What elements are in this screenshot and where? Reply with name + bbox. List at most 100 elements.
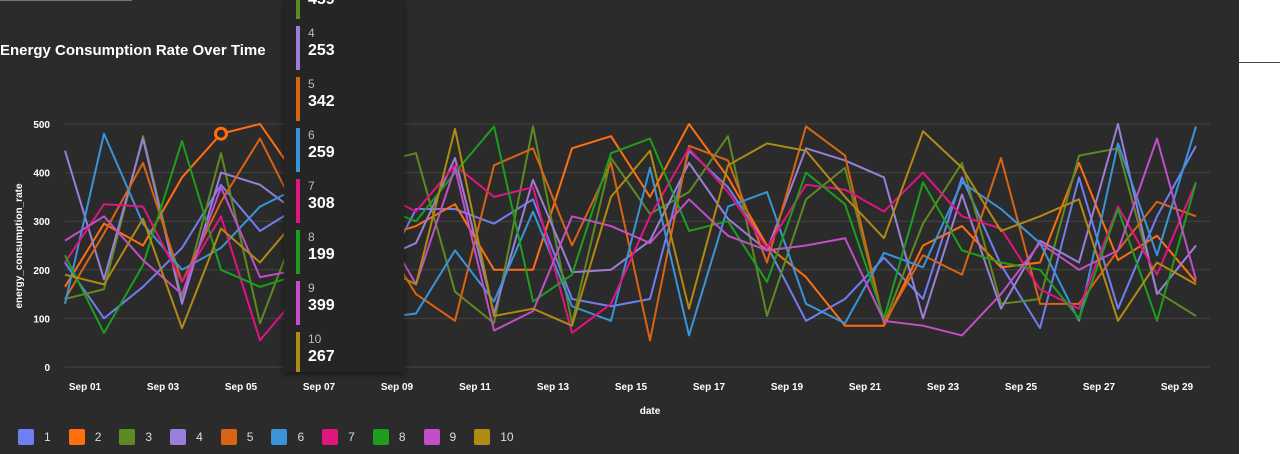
- series-line-8: [64, 125, 1197, 334]
- x-tick-label: Sep 01: [69, 382, 102, 393]
- legend-label: 3: [145, 430, 153, 444]
- series-line-1: [64, 145, 1197, 330]
- legend-item-10[interactable]: 10: [474, 429, 514, 445]
- legend-label: 2: [94, 430, 102, 444]
- x-tick-label: Sep 23: [927, 382, 960, 393]
- legend-swatch: [271, 429, 288, 445]
- tooltip-series-value: 459: [308, 0, 335, 9]
- legend-item-8[interactable]: 8: [372, 429, 406, 445]
- series-line-2: [64, 123, 1197, 327]
- tooltip-item-9: 9 399: [296, 281, 396, 325]
- tooltip-color-bar: [296, 230, 300, 274]
- hover-tooltip: 345942535342625973088199939910267: [284, 0, 404, 372]
- x-tick-label: Sep 11: [459, 382, 491, 393]
- tooltip-series-label: 5: [308, 77, 315, 91]
- legend-label: 8: [398, 430, 406, 444]
- top-divider: [0, 0, 132, 1]
- tooltip-item-8: 8 199: [296, 230, 396, 274]
- tooltip-color-bar: [296, 77, 300, 121]
- legend-swatch: [474, 429, 491, 445]
- tooltip-series-value: 259: [308, 144, 335, 161]
- y-axis-label: energy_consumption_rate: [14, 183, 25, 308]
- tooltip-color-bar: [296, 332, 300, 372]
- legend-item-4[interactable]: 4: [170, 429, 203, 445]
- legend-swatch: [119, 429, 136, 445]
- legend-label: 7: [348, 430, 355, 444]
- legend-item-9[interactable]: 9: [423, 429, 457, 445]
- x-tick-label: Sep 25: [1005, 382, 1038, 393]
- tooltip-series-label: 6: [308, 128, 315, 142]
- series-line-9: [64, 137, 1197, 337]
- legend-label: 9: [449, 430, 457, 444]
- y-tick-label: 0: [44, 363, 50, 374]
- x-tick-label: Sep 19: [771, 382, 804, 393]
- series-line-10: [64, 127, 1197, 330]
- legend-swatch: [423, 429, 440, 445]
- highlight-point-marker: [214, 126, 228, 141]
- tooltip-series-value: 308: [308, 195, 335, 212]
- chart-legend: 1 2 3 4 5 6 7 8 9 10: [18, 429, 532, 445]
- tooltip-series-value: 253: [308, 42, 335, 59]
- legend-label: 1: [44, 430, 51, 444]
- x-tick-label: Sep 21: [849, 382, 882, 393]
- legend-swatch: [18, 429, 34, 445]
- series-line-6: [64, 126, 1197, 337]
- legend-label: 4: [196, 430, 203, 444]
- tooltip-series-value: 199: [308, 246, 335, 263]
- series-line-5: [64, 125, 1197, 342]
- tooltip-series-value: 399: [308, 297, 335, 314]
- x-tick-label: Sep 07: [303, 382, 336, 393]
- tooltip-series-label: 7: [308, 179, 315, 193]
- legend-swatch: [220, 429, 237, 445]
- legend-label: 5: [246, 430, 254, 444]
- y-tick-label: 400: [33, 169, 50, 180]
- x-tick-label: Sep 29: [1161, 382, 1194, 393]
- x-tick-label: Sep 17: [693, 382, 726, 393]
- y-tick-label: 500: [33, 120, 50, 131]
- x-tick-label: Sep 13: [537, 382, 570, 393]
- tooltip-item-5: 5 342: [296, 77, 396, 121]
- series-line-7: [64, 147, 1197, 342]
- x-tick-label: Sep 15: [615, 382, 648, 393]
- y-tick-label: 100: [33, 314, 50, 325]
- tooltip-series-label: 4: [308, 26, 315, 40]
- tooltip-color-bar: [296, 0, 300, 19]
- tooltip-series-label: 9: [308, 281, 315, 295]
- x-tick-label: Sep 09: [381, 382, 414, 393]
- tooltip-series-value: 267: [308, 348, 335, 365]
- y-tick-label: 200: [33, 266, 50, 277]
- legend-item-6[interactable]: 6: [271, 429, 304, 445]
- line-chart[interactable]: 0 100 200 300 400 500 Sep 01 Sep 03 Sep 05 Sep 07…: [0, 0, 1239, 420]
- legend-swatch: [170, 429, 187, 445]
- tooltip-color-bar: [296, 128, 300, 172]
- legend-item-2[interactable]: 2: [68, 429, 102, 445]
- y-tick-label: 300: [33, 217, 50, 228]
- tooltip-item-7: 7 308: [296, 179, 396, 223]
- x-tick-label: Sep 03: [147, 382, 180, 393]
- x-axis-label: date: [640, 406, 661, 417]
- tooltip-item-6: 6 259: [296, 128, 396, 172]
- legend-item-5[interactable]: 5: [220, 429, 254, 445]
- tooltip-item-4: 4 253: [296, 26, 396, 70]
- tooltip-color-bar: [296, 26, 300, 70]
- tooltip-color-bar: [296, 179, 300, 223]
- legend-item-1[interactable]: 1: [18, 429, 51, 445]
- tooltip-item-10: 10 267: [296, 332, 396, 372]
- legend-swatch: [68, 429, 85, 445]
- legend-label: 6: [297, 430, 305, 444]
- x-tick-label: Sep 27: [1083, 382, 1116, 393]
- tooltip-color-bar: [296, 281, 300, 325]
- legend-label: 10: [500, 430, 514, 444]
- legend-item-7[interactable]: 7: [322, 429, 355, 445]
- x-tick-label: Sep 05: [225, 382, 258, 393]
- series-line-3: [64, 125, 1197, 325]
- tooltip-series-value: 342: [308, 93, 335, 110]
- tooltip-item-3: 3459: [296, 0, 396, 19]
- tooltip-series-label: 8: [308, 230, 315, 244]
- tooltip-series-label: 10: [308, 332, 322, 346]
- legend-swatch: [322, 429, 339, 445]
- legend-swatch: [372, 429, 389, 445]
- chart-title: Energy Consumption Rate Over Time: [0, 42, 266, 59]
- right-divider: [1239, 62, 1280, 63]
- legend-item-3[interactable]: 3: [119, 429, 152, 445]
